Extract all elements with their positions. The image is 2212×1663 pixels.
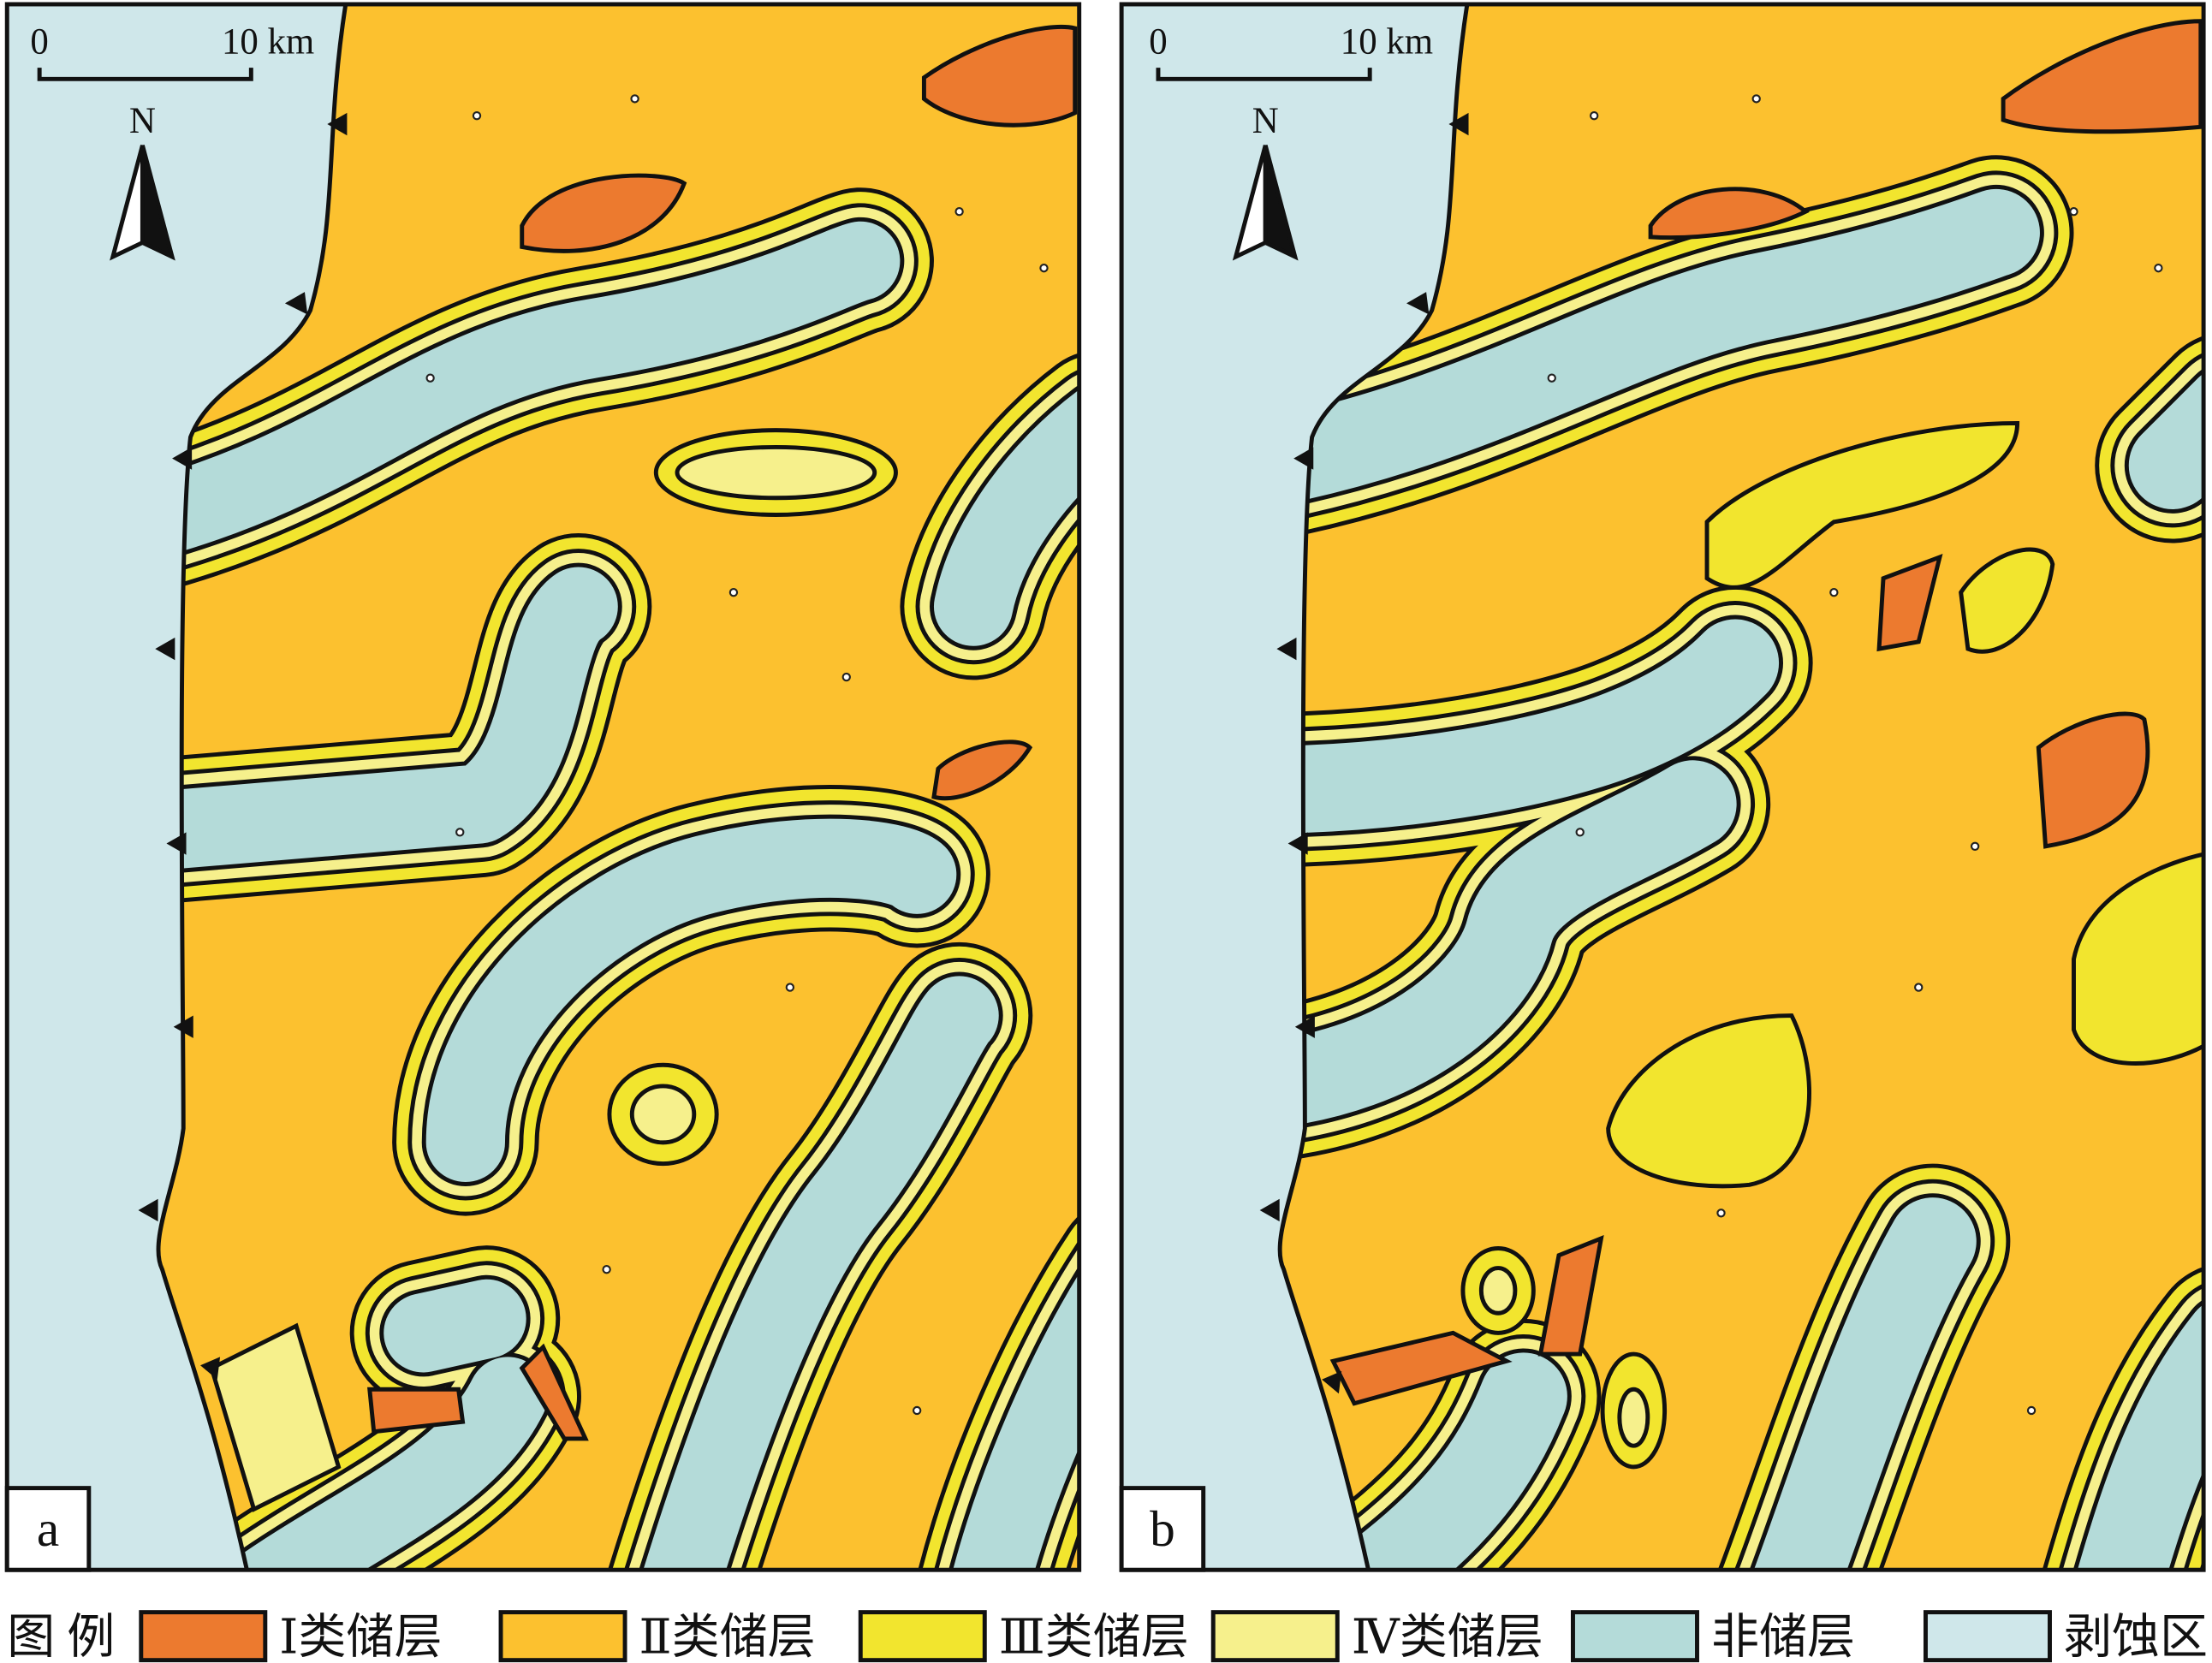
panel-label: a: [37, 1500, 59, 1557]
legend-swatch: [498, 1610, 627, 1663]
north-label: N: [129, 101, 156, 141]
map-a: [7, 3, 1128, 1571]
legend-title: 图 例: [7, 1611, 115, 1663]
legend-label: Ⅳ类储层: [1352, 1611, 1543, 1663]
north-label: N: [1252, 101, 1279, 141]
legend-swatch: [1923, 1610, 2052, 1663]
legend-label: 剥蚀区: [2064, 1611, 2208, 1663]
legend-label: Ⅲ类储层: [999, 1611, 1189, 1663]
legend-swatch: [139, 1610, 268, 1663]
scale-start: 0: [1149, 22, 1167, 62]
legend: 图 例 Ⅰ类储层 Ⅱ类储层 Ⅲ类储层 Ⅳ类储层 非储层 剥蚀区: [7, 1610, 2208, 1663]
panel-label: b: [1150, 1500, 1175, 1557]
scale-bar-b: 0 10 km: [1149, 22, 1433, 81]
map-b: [1121, 3, 2204, 1571]
scale-end: 10 km: [222, 22, 314, 62]
legend-swatch: [1571, 1610, 1699, 1663]
legend-swatch: [1210, 1610, 1340, 1663]
north-arrow-a: N: [110, 101, 175, 261]
legend-label: Ⅱ类储层: [639, 1611, 816, 1663]
north-arrow-b: N: [1232, 101, 1299, 261]
scale-start: 0: [30, 22, 48, 62]
scale-bar-a: 0 10 km: [30, 22, 314, 81]
legend-label: Ⅰ类储层: [279, 1611, 442, 1663]
legend-swatch: [858, 1610, 987, 1663]
scale-end: 10 km: [1341, 22, 1433, 62]
legend-label: 非储层: [1711, 1611, 1855, 1663]
